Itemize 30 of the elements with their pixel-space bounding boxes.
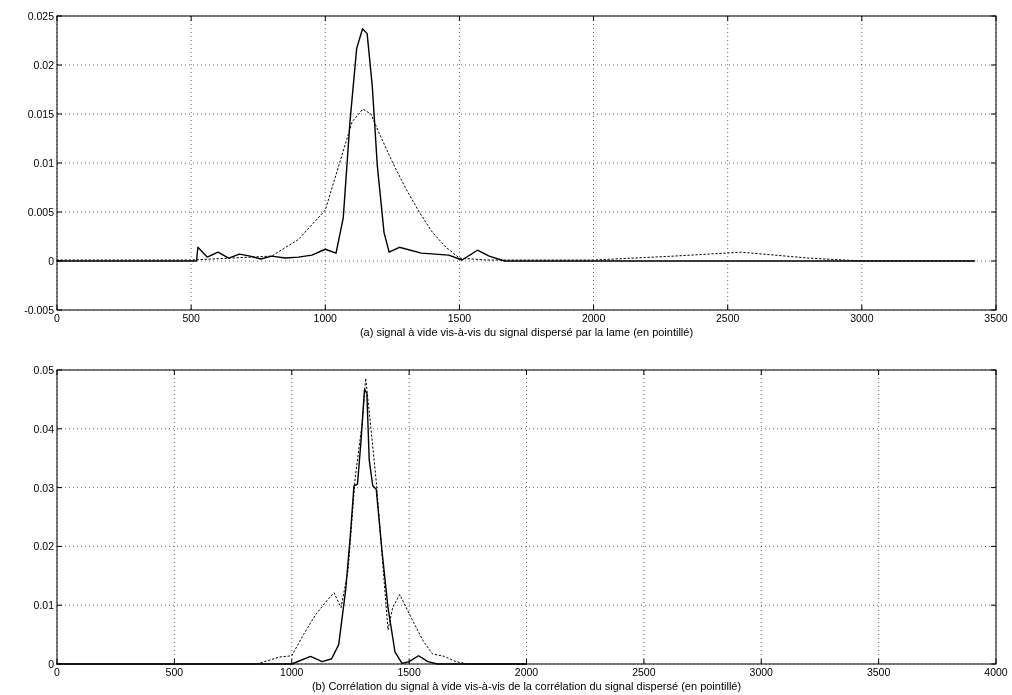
- y-tick-label: 0.02: [33, 59, 55, 71]
- x-tick-label: 3500: [984, 312, 1008, 324]
- x-tick-label: 1500: [397, 666, 421, 678]
- x-tick-label: 3000: [749, 666, 774, 678]
- x-tick-label: 1000: [280, 666, 304, 678]
- y-tick-label: 0.03: [33, 481, 55, 494]
- y-tick-label: 0.025: [27, 10, 55, 22]
- y-tick-label: 0.05: [33, 364, 55, 376]
- y-tick-label: 0.015: [27, 108, 55, 120]
- y-tick-label: 0.04: [33, 422, 55, 435]
- y-tick-label: 0.01: [33, 157, 55, 169]
- x-tick-label: 500: [165, 666, 184, 678]
- y-tick-label: -0.005: [24, 304, 55, 316]
- x-tick-label: 1500: [447, 312, 472, 324]
- x-tick-label: 2500: [716, 312, 740, 324]
- x-tick-label: 3000: [850, 312, 874, 324]
- x-tick-label: 2500: [632, 666, 656, 678]
- y-tick-label: 0.005: [27, 206, 55, 218]
- y-tick-label: 0: [48, 255, 55, 267]
- x-tick-label: 1000: [313, 312, 338, 324]
- x-tick-label: 3500: [866, 666, 891, 678]
- x-axis-title: (a) signal à vide vis-à-vis du signal dispersé par la lame (en pointillé): [359, 326, 694, 338]
- x-tick-label: 2000: [581, 312, 606, 324]
- y-tick-label: 0.01: [33, 599, 55, 612]
- y-tick-label: 0.02: [33, 540, 55, 553]
- x-tick-label: 500: [182, 312, 201, 324]
- y-tick-label: 0: [48, 658, 55, 670]
- x-axis-title: (b) Corrélation du signal à vide vis-à-vis de la corrélation du signal dispersé (en pointillé): [311, 680, 742, 692]
- x-tick-label: 4000: [984, 666, 1008, 678]
- x-tick-label: 2000: [514, 666, 539, 678]
